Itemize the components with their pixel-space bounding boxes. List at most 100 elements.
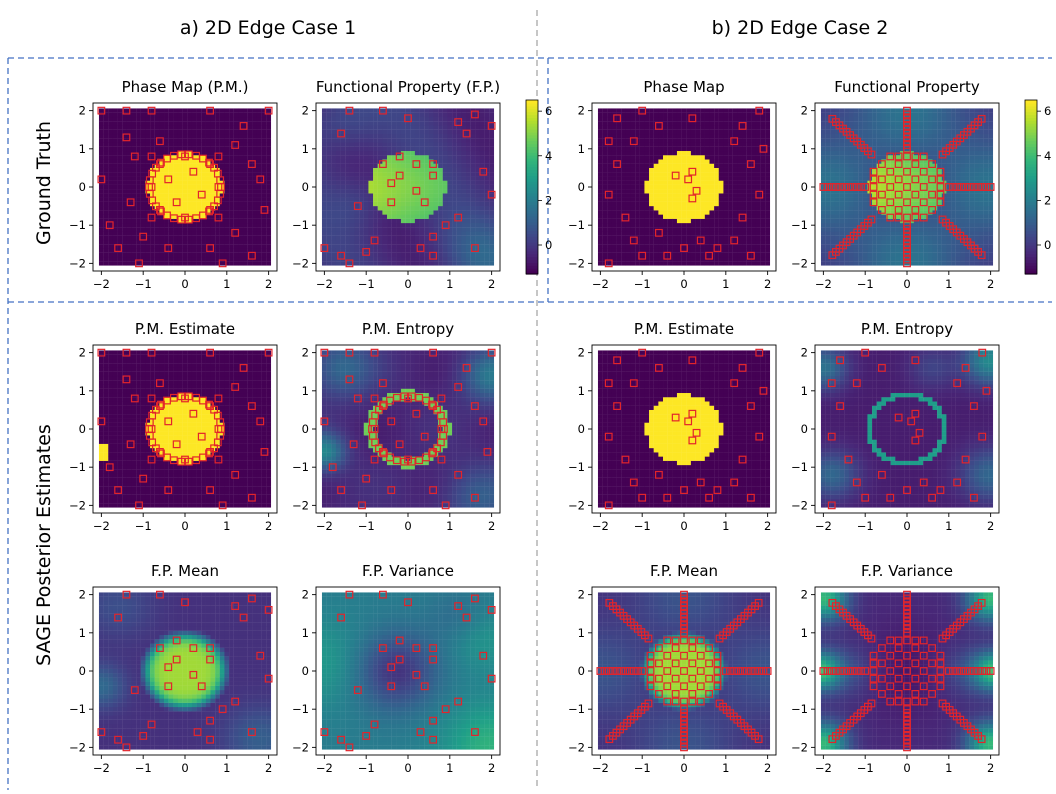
heatmap-cell [853, 172, 859, 177]
heatmap-cell [108, 248, 114, 253]
y-tick-label: −2 [69, 256, 86, 270]
heatmap-cell [210, 133, 216, 139]
heatmap-cell [704, 252, 710, 258]
heatmap-cell [442, 197, 448, 202]
heatmap-cell [359, 172, 364, 177]
heatmap-cell [112, 197, 118, 202]
colorbar-step [526, 134, 538, 139]
heatmap-cell [252, 261, 258, 266]
x-tick-label: 2 [488, 277, 495, 291]
heatmap-cell [597, 121, 603, 126]
heatmap-cell [714, 206, 719, 211]
heatmap-cell [760, 218, 766, 224]
heatmap-cell [881, 222, 887, 228]
heatmap-cell [150, 159, 155, 164]
heatmap-cell [728, 155, 733, 160]
colorbar-step [526, 178, 538, 182]
heatmap-cell [737, 227, 743, 232]
heatmap-cell [644, 252, 650, 258]
heatmap-cell [387, 172, 392, 177]
heatmap-cell [243, 218, 248, 224]
heatmap-cell [112, 125, 118, 130]
heatmap-cell [760, 248, 766, 253]
heatmap-cell [233, 256, 239, 262]
heatmap-cell [602, 222, 608, 228]
heatmap-cell [247, 197, 253, 202]
heatmap-cell [853, 206, 859, 211]
heatmap-cell [681, 201, 687, 207]
heatmap-cell [266, 248, 272, 253]
heatmap-cell [168, 108, 174, 113]
heatmap-cell [396, 261, 402, 266]
sample-marker [105, 221, 114, 230]
heatmap-cell [644, 193, 650, 198]
heatmap-cell [140, 150, 146, 156]
heatmap-cell [187, 138, 193, 143]
heatmap-cell [714, 112, 719, 118]
heatmap-cell [103, 176, 109, 181]
heatmap-cell [607, 180, 613, 185]
heatmap-cell [858, 239, 863, 245]
heatmap-cell [201, 184, 206, 190]
heatmap-cell [765, 172, 771, 177]
heatmap-cell [681, 116, 687, 122]
heatmap-cell [359, 248, 364, 253]
heatmap-cell [215, 129, 220, 135]
heatmap-cell [140, 235, 146, 241]
heatmap-cell [625, 256, 631, 262]
heatmap-cell [196, 235, 202, 241]
heatmap-cell [602, 248, 608, 253]
panel-title: Phase Map (P.M.) [122, 78, 249, 96]
heatmap-cell [611, 193, 617, 198]
heatmap-cell [373, 146, 378, 152]
heatmap-cell [126, 146, 132, 152]
heatmap-cell [108, 184, 114, 190]
heatmap-cell [140, 146, 146, 152]
heatmap-cell [261, 210, 267, 215]
heatmap-cell [607, 163, 613, 168]
heatmap-cell [639, 235, 645, 241]
heatmap-cell [853, 125, 859, 130]
heatmap-cell [266, 150, 272, 156]
heatmap-cell [205, 167, 211, 173]
heatmap-cell [466, 172, 471, 177]
heatmap-cell [667, 206, 673, 211]
heatmap-cell [243, 133, 248, 139]
heatmap-cell [108, 193, 114, 198]
heatmap-cell [714, 210, 719, 215]
heatmap-cell [438, 133, 443, 139]
heatmap-cell [667, 121, 673, 126]
heatmap-cell [644, 227, 650, 232]
heatmap-cell [321, 210, 327, 215]
heatmap-cell [881, 239, 887, 245]
heatmap-cell [658, 108, 664, 113]
heatmap-cell [886, 227, 891, 232]
heatmap-cell [848, 235, 854, 241]
heatmap-cell [461, 180, 467, 185]
heatmap-cell [475, 150, 481, 156]
heatmap-cell [737, 256, 743, 262]
heatmap-cell [159, 184, 165, 190]
heatmap-cell [131, 121, 137, 126]
heatmap-cell [340, 193, 346, 198]
heatmap-cell [834, 244, 840, 249]
heatmap-cell [676, 159, 682, 164]
heatmap-cell [438, 197, 443, 202]
heatmap-cell [765, 218, 771, 224]
panel-title: Phase Map [643, 78, 724, 96]
sample-marker [638, 251, 647, 260]
heatmap-cell [326, 201, 332, 207]
heatmap-cell [233, 163, 239, 168]
heatmap-cell [205, 155, 211, 160]
heatmap-cell [718, 214, 724, 219]
heatmap-cell [602, 256, 608, 262]
heatmap-cell [644, 244, 650, 249]
heatmap-cell [182, 193, 188, 198]
heatmap-cell [479, 244, 485, 249]
heatmap-cell [839, 235, 845, 241]
heatmap-cell [419, 227, 425, 232]
heatmap-cell [686, 129, 692, 135]
heatmap-cell [391, 210, 397, 215]
heatmap-cell [718, 210, 724, 215]
heatmap-cell [321, 256, 327, 262]
